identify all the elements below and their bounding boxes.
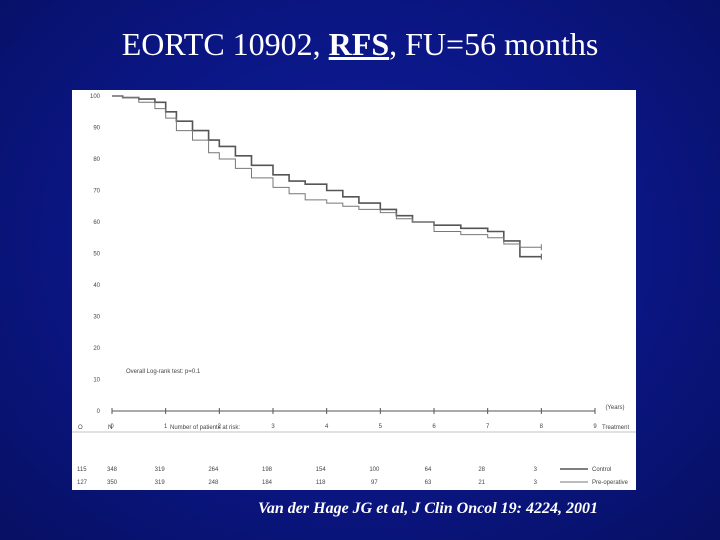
- x-tick-label: 6: [432, 424, 436, 430]
- y-tick-label: 20: [93, 346, 100, 352]
- x-tick-label: 1: [164, 424, 168, 430]
- risk-count: 319: [155, 467, 166, 473]
- risk-header-observed: O: [78, 425, 83, 431]
- series-line-control: [112, 95, 542, 258]
- risk-n: 350: [107, 480, 118, 486]
- series-line-preoperative: [112, 95, 542, 248]
- y-tick-label: 0: [97, 409, 101, 415]
- risk-count: 184: [262, 480, 273, 486]
- y-tick-label: 60: [93, 220, 100, 226]
- x-tick-label: 9: [593, 424, 597, 430]
- x-tick-label: 0: [110, 424, 114, 430]
- risk-count: 97: [371, 480, 378, 486]
- risk-count: 118: [316, 480, 326, 486]
- risk-header-title: Number of patients at risk:: [170, 425, 240, 431]
- risk-count: 28: [478, 467, 485, 473]
- risk-observed: 115: [77, 467, 87, 473]
- y-tick-label: 70: [93, 189, 100, 195]
- risk-count: 3: [534, 480, 538, 486]
- risk-count: 63: [425, 480, 432, 486]
- risk-count: 319: [155, 480, 166, 486]
- x-tick-label: 7: [486, 424, 490, 430]
- citation: Van der Hage JG et al, J Clin Oncol 19: …: [258, 500, 599, 517]
- x-tick-label: 5: [379, 424, 383, 430]
- y-tick-label: 40: [93, 283, 100, 289]
- logrank-annotation: Overall Log-rank test: p=0.1: [126, 369, 201, 375]
- risk-count: 154: [316, 467, 327, 473]
- x-axis-label: (Years): [605, 405, 624, 411]
- risk-count: 100: [369, 467, 380, 473]
- risk-count: 64: [425, 467, 432, 473]
- risk-observed: 127: [77, 480, 88, 486]
- legend-label: Control: [592, 467, 611, 473]
- risk-count: 198: [262, 467, 273, 473]
- y-tick-label: 30: [93, 315, 100, 321]
- y-tick-label: 100: [90, 94, 101, 100]
- title-suffix: , FU=56 months: [389, 26, 599, 62]
- y-tick-label: 80: [93, 157, 100, 163]
- y-tick-label: 50: [93, 252, 100, 258]
- risk-header-number: N: [108, 425, 112, 431]
- risk-count: 3: [534, 467, 538, 473]
- title-emphasis: RFS: [328, 26, 390, 62]
- risk-count: 264: [208, 467, 219, 473]
- risk-header-treatment: Treatment: [602, 425, 629, 431]
- y-tick-label: 10: [93, 378, 100, 384]
- slide-title: EORTC 10902, RFS, FU=56 months: [0, 26, 720, 63]
- title-prefix: EORTC 10902,: [121, 26, 329, 62]
- survival-chart: 0 1 2 3 4 5 6 7 8 9 (Years) 0 10 20 30 40 50 60 70 80 90 100 O…: [72, 90, 636, 490]
- survival-chart-svg: 0 1 2 3 4 5 6 7 8 9 (Years) 0 10 20 30 40 50 60 70 80 90 100 O…: [72, 94, 636, 486]
- x-tick-label: 2: [218, 424, 222, 430]
- risk-count: 21: [478, 480, 485, 486]
- x-tick-label: 8: [540, 424, 544, 430]
- legend-label: Pre-operative: [592, 480, 629, 486]
- x-tick-label: 4: [325, 424, 329, 430]
- risk-count: 248: [208, 480, 219, 486]
- x-tick-label: 3: [271, 424, 275, 430]
- risk-n: 348: [107, 467, 118, 473]
- y-tick-label: 90: [93, 126, 100, 132]
